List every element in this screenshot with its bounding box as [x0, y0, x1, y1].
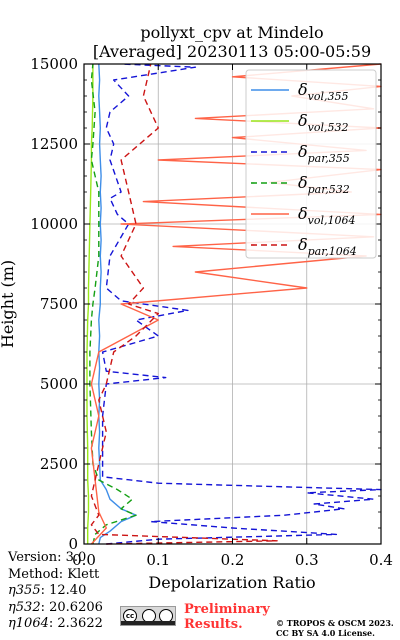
- series-line-vol-355: [98, 63, 137, 545]
- figure-title-line1: pollyxt_cpv at Mindelo: [140, 23, 323, 42]
- legend-label: δpar,1064: [298, 235, 357, 258]
- eta355-row: η355: 12.40: [8, 583, 103, 600]
- legend-items: δvol,355 δvol,532 δpar,355 δpar,532 δvol,106…: [251, 80, 357, 258]
- y-tick-label: 15000: [30, 55, 78, 73]
- figure-title-line2: [Averaged] 20230113 05:00-05:59: [93, 42, 371, 61]
- y-tick-label: 7500: [40, 295, 78, 313]
- tick-marks: [83, 63, 382, 545]
- legend-label: δpar,355: [298, 142, 350, 165]
- copyright-line1: © TROPOS & OSCM 2023.: [276, 618, 394, 628]
- version-text: Version: 3.0: [8, 550, 87, 565]
- eta532-label: η532: [8, 599, 41, 615]
- preliminary-line1: Preliminary: [184, 602, 270, 617]
- y-tick-label: 5000: [40, 375, 78, 393]
- y-tick-label: 10000: [30, 215, 78, 233]
- legend[interactable]: δvol,355 δvol,532 δpar,355 δpar,532 δvol,106…: [245, 69, 377, 259]
- x-tick-label: 0.2: [221, 551, 245, 569]
- series-line-par-532: [89, 63, 137, 545]
- x-tick-label: 0.4: [369, 551, 393, 569]
- legend-label: δvol,532: [298, 111, 349, 134]
- x-tick-label: 0.3: [295, 551, 319, 569]
- eta355-label: η355: [8, 583, 41, 598]
- preliminary-line2: Results.: [184, 617, 243, 632]
- series-line-par-355: [101, 63, 382, 545]
- eta532-value: : 20.6206: [40, 599, 103, 615]
- y-tick-label: 2500: [40, 455, 78, 473]
- x-tick-label: 0.1: [146, 551, 170, 569]
- y-tick-label: 0: [68, 535, 78, 553]
- series-line-vol-532: [86, 64, 94, 544]
- legend-label: δvol,355: [298, 80, 349, 103]
- x-tick-labels: 0.0 0.1 0.2 0.3 0.4: [72, 551, 393, 569]
- y-tick-label: 12500: [30, 135, 78, 153]
- eta1064-row: η1064: 2.3622: [8, 616, 103, 633]
- y-tick-labels: 0 2500 5000 7500 10000 12500 15000: [30, 55, 78, 553]
- cc-license-badge-icon[interactable]: cc: [120, 606, 176, 626]
- preliminary-notice: Preliminary Results.: [184, 602, 270, 632]
- eta1064-value: : 2.3622: [48, 616, 103, 631]
- retrieval-info: Version: 3.0 Method: Klett η355: 12.40 η…: [8, 550, 103, 633]
- legend-box: [245, 69, 377, 259]
- legend-label: δvol,1064: [298, 204, 356, 227]
- x-tick-label: 0.0: [72, 551, 96, 569]
- y-axis-label: Height (m): [0, 260, 17, 348]
- method-text: Method: Klett: [8, 566, 100, 582]
- copyright-line2: CC BY SA 4.0 License.: [276, 627, 375, 638]
- copyright-notice: © TROPOS & OSCM 2023. CC BY SA 4.0 Licen…: [276, 618, 394, 638]
- badge-strip: [121, 621, 175, 625]
- legend-label: δpar,532: [298, 173, 350, 196]
- x-axis-label: Depolarization Ratio: [148, 573, 315, 592]
- eta1064-label: η1064: [8, 616, 49, 631]
- eta355-value: : 12.40: [40, 583, 87, 598]
- eta532-row: η532: 20.6206: [8, 600, 103, 617]
